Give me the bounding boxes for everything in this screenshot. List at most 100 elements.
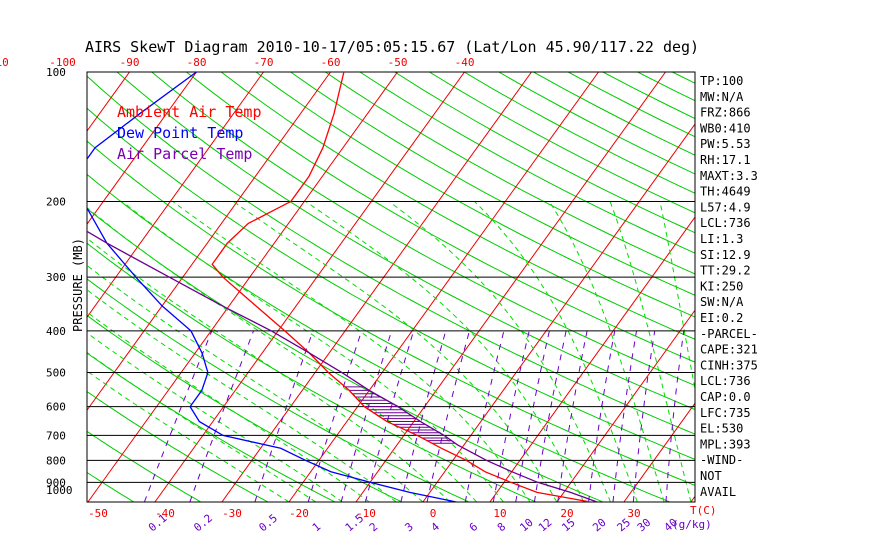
dry-adiabat <box>87 75 695 435</box>
mixing-ratio-label: 0.2 <box>191 512 215 535</box>
mixing-ratio-label: 0.5 <box>256 512 280 535</box>
isotherm <box>758 72 870 502</box>
isotherm <box>556 309 695 502</box>
index-entry: TH:4649 <box>700 185 751 199</box>
isotherm <box>355 72 666 502</box>
profile-line-2 <box>87 230 598 502</box>
isotherm <box>87 72 398 502</box>
index-entry: KI:250 <box>700 279 743 293</box>
dry-adiabat <box>742 72 870 502</box>
isotherm <box>87 72 264 318</box>
legend-entry: Dew Point Temp <box>117 124 243 142</box>
mixing-ratio-unit-label: (g/kg) <box>672 518 712 531</box>
moist-adiabat <box>87 351 316 502</box>
dry-adiabat <box>186 72 695 363</box>
top-temp-tick-label: -50 <box>388 56 408 69</box>
mixing-ratio-label: 12 <box>536 516 555 534</box>
dry-adiabat <box>463 72 695 194</box>
isotherm <box>288 72 599 502</box>
index-entry: RH:17.1 <box>700 153 751 167</box>
dry-adiabat <box>394 72 695 234</box>
bottom-temp-tick-label: -40 <box>155 507 175 520</box>
mixing-ratio-label: 1 <box>310 520 323 534</box>
pressure-tick-label: 300 <box>46 271 66 284</box>
dry-adiabat <box>220 72 695 340</box>
legend: Ambient Air Temp Dew Point Temp Air Parcel… <box>117 103 262 163</box>
pressure-tick-label: 800 <box>46 454 66 467</box>
index-entry: EL:530 <box>700 422 743 436</box>
mixing-ratio-label: 8 <box>495 520 508 534</box>
chart-title: AIRS SkewT Diagram 2010-10-17/05:05:15.6… <box>85 38 699 56</box>
top-temp-tick-label: -70 <box>254 56 274 69</box>
index-entry: LCL:736 <box>700 374 751 388</box>
label-layer: 1002003004005006007008009001000-120-110-… <box>0 56 717 535</box>
index-entry: SI:12.9 <box>700 248 751 262</box>
isotherm <box>87 72 331 412</box>
index-entry: SW:N/A <box>700 295 744 309</box>
index-entry: -WIND- <box>700 453 743 467</box>
dry-adiabat <box>325 72 695 275</box>
index-entry: PW:5.53 <box>700 137 751 151</box>
isotherm <box>87 72 197 225</box>
moist-adiabat <box>87 237 451 502</box>
bottom-temp-tick-label: 0 <box>430 507 437 520</box>
dry-adiabat <box>811 72 870 502</box>
pressure-tick-label: 100 <box>46 66 66 79</box>
index-entry: AVAIL <box>700 485 736 499</box>
mixing-ratio-label: 3 <box>402 520 415 534</box>
isotherm <box>489 216 695 502</box>
bottom-temp-tick-label: 10 <box>493 507 506 520</box>
bottom-temp-tick-label: -10 <box>356 507 376 520</box>
mixing-ratio-line <box>612 330 637 502</box>
dry-adiabat <box>87 207 603 502</box>
pressure-tick-label: 400 <box>46 325 66 338</box>
moist-adiabat <box>609 201 692 502</box>
dry-adiabat <box>87 471 135 502</box>
mixing-ratio-label: 4 <box>429 520 443 534</box>
dry-adiabat <box>637 72 695 102</box>
legend-entry: Ambient Air Temp <box>117 103 262 121</box>
dry-adiabat <box>359 72 695 254</box>
bottom-temp-tick-label: -30 <box>222 507 242 520</box>
dry-adiabat <box>776 72 870 502</box>
pressure-tick-label: 700 <box>46 429 66 442</box>
top-temp-tick-label: -100 <box>49 56 76 69</box>
index-entry: LCL:736 <box>700 216 751 230</box>
dry-adiabat <box>429 72 695 214</box>
index-entry: L57:4.9 <box>700 200 751 214</box>
grid-layer <box>87 72 870 502</box>
dry-adiabat <box>87 352 336 502</box>
mixing-ratio-label: 20 <box>590 516 609 534</box>
dry-adiabat <box>498 72 695 175</box>
dry-adiabat <box>87 278 470 502</box>
mixing-ratio-line <box>632 330 656 502</box>
isotherm <box>623 402 695 502</box>
top-temp-tick-label: -40 <box>455 56 475 69</box>
index-entry: MPL:393 <box>700 437 751 451</box>
moist-adiabat <box>659 201 695 393</box>
index-entry: TT:29.2 <box>700 264 751 278</box>
isotherm <box>154 72 465 502</box>
index-entry: CAP:0.0 <box>700 390 751 404</box>
index-entry: FRZ:866 <box>700 106 751 120</box>
pressure-tick-label: 500 <box>46 367 66 380</box>
profile-layer <box>87 72 598 502</box>
index-entry: NOT <box>700 469 722 483</box>
moist-adiabat <box>388 201 611 502</box>
bottom-temp-tick-label: -20 <box>289 507 309 520</box>
dry-adiabat <box>290 72 695 296</box>
mixing-ratio-line <box>400 330 447 502</box>
dry-adiabat <box>116 72 695 411</box>
top-temp-tick-label: -60 <box>321 56 341 69</box>
index-entry: MW:N/A <box>700 90 744 104</box>
isotherm <box>221 72 532 502</box>
top-temp-tick-label: -80 <box>187 56 207 69</box>
index-entry: TP:100 <box>700 74 743 88</box>
mixing-ratio-label: 2 <box>367 520 380 534</box>
profile-line-1 <box>87 72 457 502</box>
plot-frame <box>86 71 696 503</box>
pressure-tick-label: 200 <box>46 195 66 208</box>
mixing-ratio-label: 6 <box>467 520 480 534</box>
